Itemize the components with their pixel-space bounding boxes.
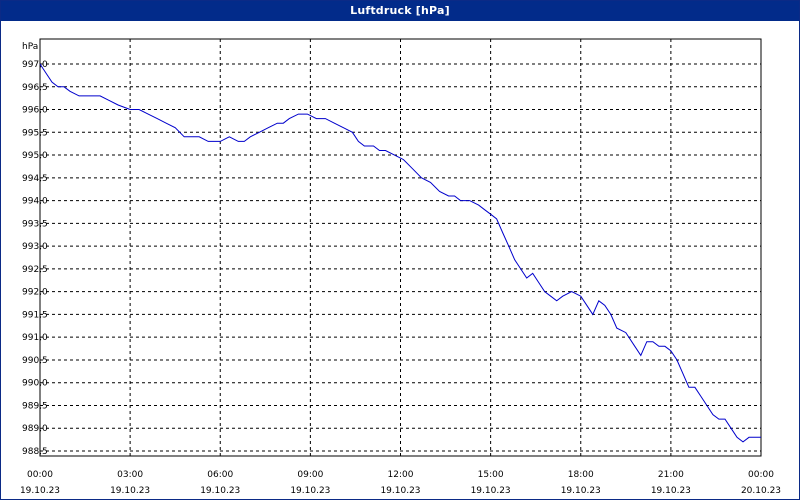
x-tick-date-label: 19.10.23 xyxy=(110,486,150,496)
y-tick-label: 996,0 xyxy=(22,106,48,116)
y-tick-label: 990,0 xyxy=(22,379,48,389)
x-tick-time-label: 12:00 xyxy=(388,470,414,480)
x-tick-date-label: 19.10.23 xyxy=(561,486,601,496)
y-tick-label: 991,0 xyxy=(22,333,48,343)
series-line xyxy=(39,63,761,443)
x-tick-time-label: 15:00 xyxy=(478,470,504,480)
x-tick-date-label: 19.10.23 xyxy=(651,486,691,496)
grid xyxy=(40,39,761,456)
x-tick-time-label: 09:00 xyxy=(297,470,323,480)
y-tick-label: 993,5 xyxy=(22,219,48,229)
x-tick-date-label: 19.10.23 xyxy=(20,486,60,496)
y-tick-label: 995,5 xyxy=(22,128,48,138)
x-tick-date-label: 19.10.23 xyxy=(200,486,240,496)
y-tick-label: 997,0 xyxy=(22,60,48,70)
y-tick-label: 994,0 xyxy=(22,197,48,207)
x-tick-date-label: 20.10.23 xyxy=(741,486,781,496)
x-tick-time-label: 00:00 xyxy=(748,470,774,480)
x-tick-date-label: 19.10.23 xyxy=(380,486,420,496)
y-tick-label: 993,0 xyxy=(22,242,48,252)
x-tick-date-label: 19.10.23 xyxy=(471,486,511,496)
y-axis: 997,0 996,5 996,0 995,5 995,0 994,5 994,0 993,5… xyxy=(22,60,48,457)
plot-area-frame xyxy=(39,38,762,457)
x-tick-time-label: 18:00 xyxy=(568,470,594,480)
y-tick-label: 995,0 xyxy=(22,151,48,161)
x-tick-time-label: 00:00 xyxy=(27,470,53,480)
x-tick-time-label: 06:00 xyxy=(207,470,233,480)
x-axis: 00:00 19.10.23 03:00 19.10.23 06:00 19.10.23 0… xyxy=(20,470,781,496)
y-tick-label: 989,5 xyxy=(22,401,48,411)
y-tick-label: 996,5 xyxy=(22,83,48,93)
y-tick-label: 991,5 xyxy=(22,310,48,320)
y-tick-label: 990,5 xyxy=(22,356,48,366)
y-tick-label: 992,5 xyxy=(22,265,48,275)
x-tick-date-label: 19.10.23 xyxy=(290,486,330,496)
x-tick-time-label: 21:00 xyxy=(658,470,684,480)
y-tick-label: 989,0 xyxy=(22,424,48,434)
y-axis-label: hPa xyxy=(22,42,38,52)
chart-title: Luftdruck [hPa] xyxy=(1,1,799,21)
y-tick-label: 994,5 xyxy=(22,174,48,184)
y-tick-label: 992,0 xyxy=(22,288,48,298)
x-tick-time-label: 03:00 xyxy=(117,470,143,480)
y-tick-label: 988,5 xyxy=(22,447,48,457)
